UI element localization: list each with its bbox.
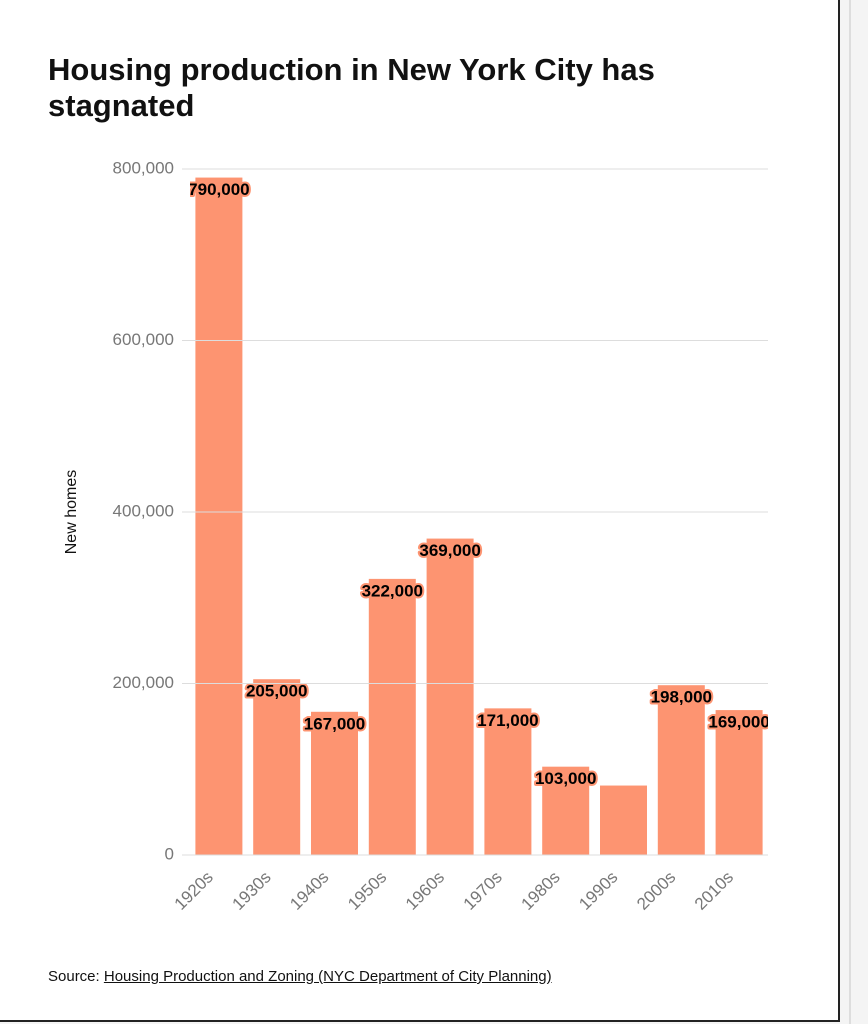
bar <box>195 177 243 855</box>
bar <box>600 785 647 855</box>
y-tick-label: 800,000 <box>113 158 174 177</box>
bar <box>715 710 763 855</box>
chart-title: Housing production in New York City has … <box>48 52 655 123</box>
bar <box>426 538 474 855</box>
value-label: 171,000 <box>477 711 538 730</box>
chart: New homes 790,000 205,000 167,000 322,000 36… <box>63 158 769 914</box>
x-tick-label: 1930s <box>229 868 275 914</box>
value-label: 790,000 <box>188 180 249 199</box>
bar <box>311 711 358 855</box>
x-tick-label: 1980s <box>518 868 564 914</box>
source: Source: Housing Production and Zoning (N… <box>48 968 552 985</box>
card: Housing production in New York City has … <box>0 0 840 1022</box>
bar <box>253 679 301 855</box>
value-label: 167,000 <box>304 714 365 733</box>
x-tick-label: 1950s <box>344 868 390 914</box>
bar <box>657 685 705 855</box>
value-label: 169,000 <box>708 713 769 732</box>
y-axis-label: New homes <box>63 470 80 554</box>
source-label: Source: <box>48 968 100 985</box>
value-label: 198,000 <box>651 688 712 707</box>
value-label: 322,000 <box>362 581 423 600</box>
plot-area: 790,000 205,000 167,000 322,000 369,000 171,0… <box>188 177 769 855</box>
scrollbar <box>849 0 851 1024</box>
bar <box>484 708 532 855</box>
x-tick-label: 1990s <box>575 868 621 914</box>
x-tick-label: 2010s <box>691 868 737 914</box>
y-tick-label: 400,000 <box>113 501 174 520</box>
x-tick-label: 2000s <box>633 868 679 914</box>
value-label: 103,000 <box>535 769 596 788</box>
source-link[interactable]: Housing Production and Zoning (NYC Depar… <box>103 968 552 985</box>
x-tick-label: 1960s <box>402 868 448 914</box>
value-label: 369,000 <box>419 541 480 560</box>
y-tick-label: 600,000 <box>113 330 174 349</box>
y-tick-label: 0 <box>165 844 174 863</box>
bar <box>542 766 590 855</box>
x-tick-label: 1940s <box>286 868 332 914</box>
y-tick-label: 200,000 <box>113 673 174 692</box>
x-tick-label: 1920s <box>171 868 217 914</box>
value-label: 205,000 <box>246 682 307 701</box>
x-tick-label: 1970s <box>460 868 506 914</box>
bar <box>368 578 416 855</box>
